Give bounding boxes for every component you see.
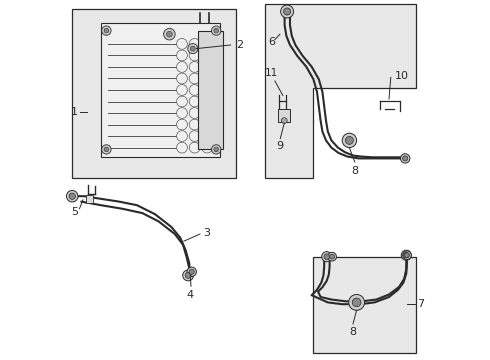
Text: 10: 10 — [395, 71, 409, 81]
Text: 3: 3 — [204, 228, 211, 238]
Circle shape — [176, 39, 187, 49]
Circle shape — [349, 294, 365, 310]
Circle shape — [189, 108, 200, 118]
Circle shape — [345, 136, 353, 144]
Circle shape — [69, 193, 75, 199]
Text: 1: 1 — [71, 107, 78, 117]
Circle shape — [403, 156, 408, 161]
Bar — [314, 257, 416, 353]
Text: 8: 8 — [349, 327, 357, 337]
Text: 7: 7 — [416, 299, 424, 309]
Circle shape — [176, 142, 187, 153]
Circle shape — [214, 147, 219, 152]
Circle shape — [202, 62, 213, 72]
Circle shape — [202, 39, 213, 49]
Circle shape — [212, 26, 221, 35]
Circle shape — [401, 250, 411, 260]
Circle shape — [400, 154, 410, 163]
Circle shape — [187, 267, 196, 276]
Circle shape — [403, 251, 411, 260]
Circle shape — [189, 269, 195, 274]
Circle shape — [281, 118, 287, 123]
Circle shape — [102, 145, 111, 154]
Text: 6: 6 — [269, 37, 275, 48]
Text: 4: 4 — [187, 290, 194, 300]
Circle shape — [202, 131, 213, 141]
Circle shape — [189, 50, 200, 61]
Text: 2: 2 — [236, 40, 243, 50]
Circle shape — [328, 252, 337, 261]
Circle shape — [321, 252, 332, 262]
Circle shape — [214, 28, 219, 33]
Circle shape — [403, 252, 409, 258]
Circle shape — [281, 5, 294, 18]
Circle shape — [190, 46, 196, 51]
Bar — [278, 109, 290, 122]
Circle shape — [202, 119, 213, 130]
Circle shape — [202, 73, 213, 84]
Circle shape — [189, 85, 200, 95]
Circle shape — [189, 96, 200, 107]
Bar — [198, 31, 223, 149]
Circle shape — [67, 190, 78, 202]
Circle shape — [189, 142, 200, 153]
Circle shape — [176, 73, 187, 84]
Circle shape — [104, 28, 109, 33]
Circle shape — [330, 254, 335, 259]
Circle shape — [212, 145, 221, 154]
Text: 11: 11 — [265, 68, 278, 78]
Circle shape — [189, 62, 200, 72]
Circle shape — [324, 254, 329, 260]
Circle shape — [183, 270, 194, 281]
Circle shape — [176, 119, 187, 130]
Circle shape — [185, 273, 191, 278]
Text: 5: 5 — [72, 207, 78, 217]
Circle shape — [284, 8, 291, 15]
Text: 8: 8 — [351, 166, 358, 176]
Circle shape — [102, 26, 111, 35]
Circle shape — [176, 131, 187, 141]
Bar — [72, 9, 236, 178]
Circle shape — [104, 147, 109, 152]
Circle shape — [176, 108, 187, 118]
Circle shape — [176, 85, 187, 95]
Circle shape — [189, 131, 200, 141]
Circle shape — [342, 133, 357, 148]
Circle shape — [164, 28, 175, 40]
Circle shape — [202, 50, 213, 61]
Circle shape — [189, 39, 200, 49]
Circle shape — [202, 142, 213, 153]
Circle shape — [189, 73, 200, 84]
Circle shape — [176, 96, 187, 107]
Circle shape — [352, 298, 361, 307]
Text: 9: 9 — [277, 141, 284, 152]
Bar — [101, 23, 220, 157]
Circle shape — [202, 96, 213, 107]
Circle shape — [176, 62, 187, 72]
Circle shape — [176, 50, 187, 61]
Circle shape — [189, 119, 200, 130]
Circle shape — [188, 44, 198, 54]
Circle shape — [405, 253, 409, 258]
Polygon shape — [265, 4, 416, 178]
Bar — [86, 195, 94, 203]
Circle shape — [202, 108, 213, 118]
Circle shape — [167, 31, 172, 37]
Circle shape — [202, 85, 213, 95]
